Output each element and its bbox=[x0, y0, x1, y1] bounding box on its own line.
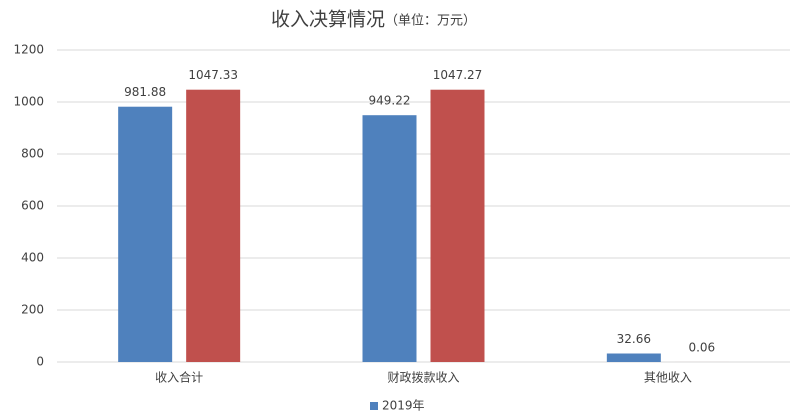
data-label: 32.66 bbox=[617, 332, 651, 346]
bar bbox=[362, 115, 417, 363]
y-tick-label: 1200 bbox=[13, 43, 44, 57]
data-label: 981.88 bbox=[124, 85, 166, 99]
bar bbox=[606, 353, 661, 362]
x-tick-label: 收入合计 bbox=[155, 370, 203, 385]
data-label: 949.22 bbox=[369, 94, 411, 108]
chart-subtitle: （单位：万元） bbox=[385, 14, 476, 29]
y-tick-label: 1000 bbox=[13, 95, 44, 109]
legend-label: 2019年 bbox=[382, 399, 425, 413]
bar bbox=[430, 89, 485, 362]
y-tick-label: 600 bbox=[21, 199, 44, 213]
y-tick-label: 800 bbox=[21, 147, 44, 161]
y-tick-label: 400 bbox=[21, 251, 44, 265]
legend-swatch bbox=[370, 402, 378, 410]
y-tick-label: 200 bbox=[21, 303, 44, 317]
bar bbox=[118, 106, 173, 362]
bar bbox=[186, 89, 241, 362]
data-label: 1047.33 bbox=[188, 68, 238, 82]
x-tick-label: 其他收入 bbox=[644, 371, 692, 385]
y-tick-label: 0 bbox=[36, 355, 44, 369]
x-tick-label: 财政拨款收入 bbox=[387, 371, 459, 385]
chart-title: 收入决算情况 bbox=[271, 9, 385, 31]
data-label: 1047.27 bbox=[433, 68, 483, 82]
data-label: 0.06 bbox=[688, 340, 715, 354]
